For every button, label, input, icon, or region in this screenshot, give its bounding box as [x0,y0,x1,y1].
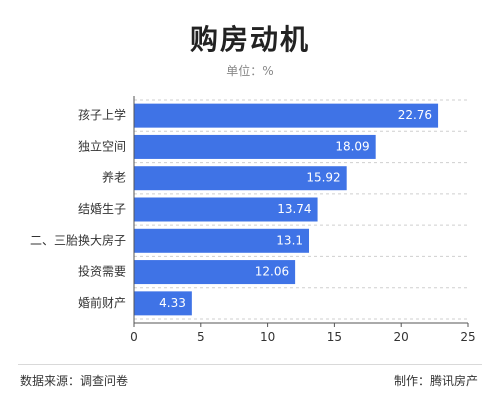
value-label: 4.33 [159,296,186,310]
x-tick-label: 15 [327,330,342,344]
bar [134,228,310,253]
bar [134,166,347,191]
category-label: 二、三胎换大房子 [30,232,126,247]
category-label: 养老 [102,170,126,185]
bar [134,260,296,285]
data-source: 数据来源：调查问卷 [20,374,129,388]
bar [134,291,192,316]
chart-maker: 制作：腾讯房产 [393,374,478,388]
value-label: 22.76 [398,108,432,122]
bar [134,103,439,128]
x-tick-label: 0 [130,330,138,344]
chart-title: 购房动机 [189,23,310,56]
chart-subtitle: 单位：% [226,64,274,78]
value-label: 13.1 [276,233,303,247]
bars: 22.76 18.09 15.92 13.74 13.1 12.06 4.33 [134,103,439,316]
x-tick-label: 20 [394,330,409,344]
value-label: 13.74 [277,202,311,216]
grid-lines [134,99,468,320]
x-tick-label: 25 [460,330,475,344]
value-label: 18.09 [335,139,369,153]
category-label: 孩子上学 [78,107,126,122]
footer-divider [18,364,482,365]
category-label: 结婚生子 [78,202,126,216]
bar [134,134,376,159]
x-tick-label: 5 [197,330,205,344]
bar [134,197,318,222]
value-label: 15.92 [306,171,340,185]
category-label: 投资需要 [78,264,126,279]
x-tick-label: 10 [260,330,275,344]
value-label: 12.06 [255,265,289,279]
category-label: 独立空间 [78,138,126,153]
category-label: 婚前财产 [78,295,126,310]
